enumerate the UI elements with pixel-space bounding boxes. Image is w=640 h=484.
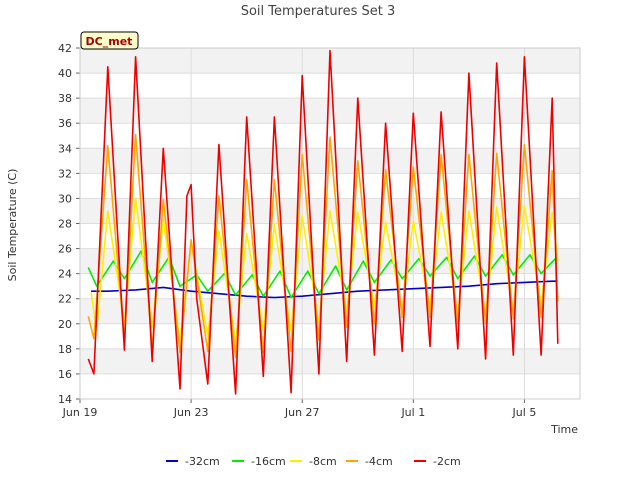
badge-box <box>80 31 139 50</box>
x-tick-label: Jul 5 <box>512 406 537 419</box>
y-tick-label: 18 <box>58 343 72 356</box>
x-tick-label: Jun 19 <box>62 406 98 419</box>
y-tick-label: 24 <box>58 268 72 281</box>
grid-band <box>80 298 580 324</box>
y-tick-label: 42 <box>58 42 72 55</box>
plot-area: 14 16 18 20 22 24 26 28 30 32 34 36 38 40 42 Jun 19 Jun … <box>58 42 581 419</box>
y-tick-label: 32 <box>58 167 72 180</box>
y-tick-label: 36 <box>58 117 72 130</box>
x-tick-label: Jun 27 <box>284 406 320 419</box>
plot-frame <box>79 47 581 400</box>
y-tick-label: 28 <box>58 218 72 231</box>
x-tick-label: Jul 1 <box>400 406 425 419</box>
y-tick-label: 30 <box>58 192 72 205</box>
legend-label--4cm: -4cm <box>365 455 393 468</box>
y-axis-label: Soil Temperature (C) <box>6 169 19 282</box>
y-tick-label: 34 <box>58 142 72 155</box>
y-tick-label: 40 <box>58 67 72 80</box>
series-line--16cm <box>87 250 559 299</box>
grid-band <box>80 348 580 374</box>
dc-met-badge: DC_met <box>80 31 139 50</box>
series-line--2cm <box>87 49 559 395</box>
legend-label--8cm: -8cm <box>309 455 337 468</box>
grid-band <box>80 148 580 174</box>
legend-label--2cm: -2cm <box>433 455 461 468</box>
chart-title: Soil Temperatures Set 3 <box>241 4 396 19</box>
x-axis-label: Time <box>550 423 578 436</box>
legend-label--32cm: -32cm <box>185 455 220 468</box>
y-tick-label: 22 <box>58 293 72 306</box>
y-tick-label: 20 <box>58 318 72 331</box>
legend-label--16cm: -16cm <box>251 455 286 468</box>
y-tick-label: 16 <box>58 368 72 381</box>
series-line--32cm <box>91 280 558 299</box>
y-tick-label: 38 <box>58 92 72 105</box>
grid-band <box>80 98 580 124</box>
badge-label: DC_met <box>86 35 133 48</box>
y-tick-label: 14 <box>58 393 72 406</box>
x-tick-label: Jun 23 <box>173 406 209 419</box>
legend: -32cm -16cm -8cm -4cm -2cm <box>166 455 461 468</box>
y-tick-label: 26 <box>58 243 72 256</box>
